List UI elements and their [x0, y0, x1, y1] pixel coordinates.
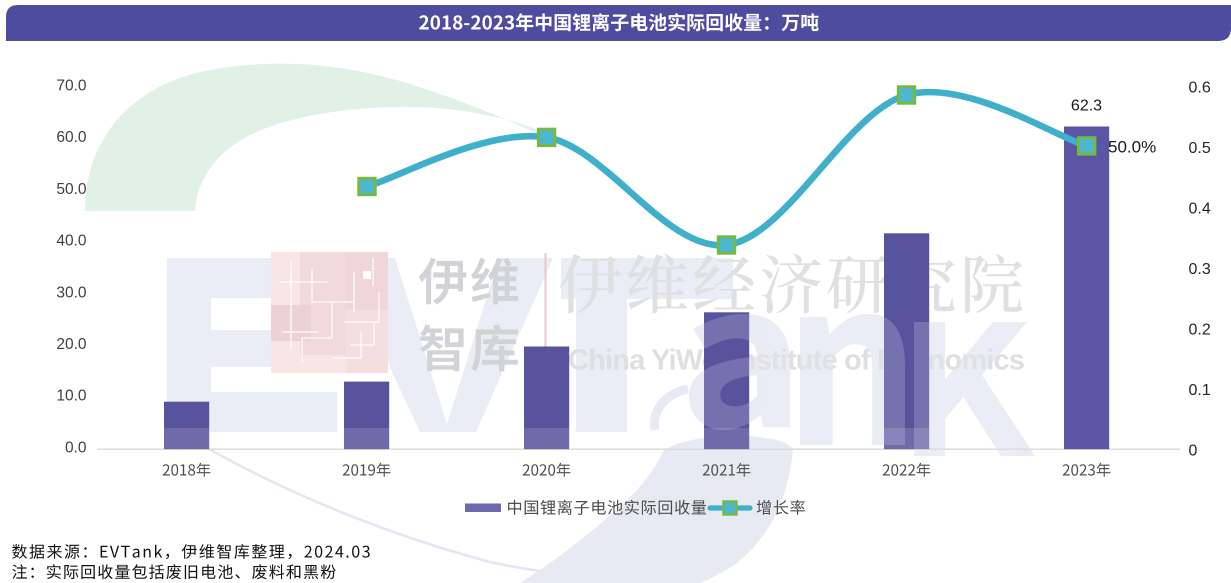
svg-text:0.1: 0.1	[1189, 382, 1211, 399]
svg-text:40.0: 40.0	[56, 233, 87, 250]
svg-text:10.0: 10.0	[56, 388, 87, 405]
svg-text:0.3: 0.3	[1189, 261, 1211, 278]
svg-text:0.5: 0.5	[1189, 140, 1211, 157]
svg-text:50.0: 50.0	[56, 181, 87, 198]
svg-text:20.0: 20.0	[56, 336, 87, 353]
svg-text:China YiWei Institute of Econo: China YiWei Institute of Economics	[568, 345, 1025, 377]
svg-text:0.6: 0.6	[1189, 79, 1211, 96]
svg-text:70.0: 70.0	[56, 78, 87, 95]
svg-text:0.0: 0.0	[65, 439, 87, 456]
svg-text:62.3: 62.3	[1071, 98, 1102, 115]
svg-text:0.2: 0.2	[1189, 321, 1211, 338]
svg-text:0: 0	[1189, 442, 1198, 459]
svg-text:0.4: 0.4	[1189, 200, 1211, 217]
svg-text:30.0: 30.0	[56, 284, 87, 301]
svg-text:50.0%: 50.0%	[1108, 137, 1156, 156]
svg-text:60.0: 60.0	[56, 129, 87, 146]
